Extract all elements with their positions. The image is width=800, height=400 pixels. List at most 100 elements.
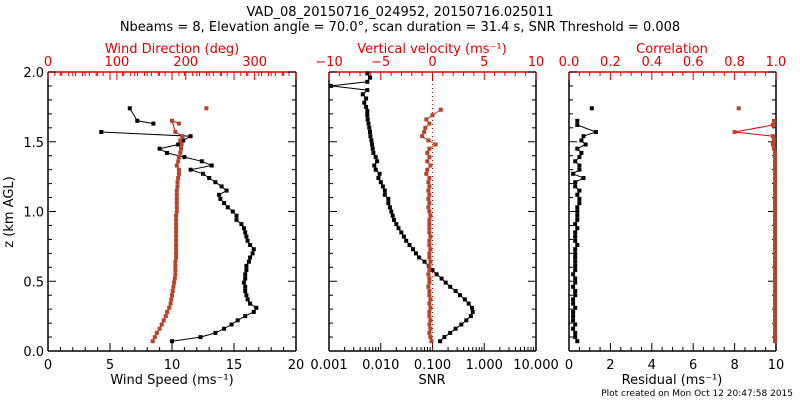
data-point (571, 314, 576, 319)
data-point (573, 289, 578, 293)
top-tick-label: 0 (44, 55, 52, 70)
data-point (243, 230, 248, 235)
data-point (424, 117, 429, 122)
data-point (425, 150, 430, 155)
y-axis-label: z (km AGL) (2, 176, 17, 247)
data-point (573, 230, 578, 235)
data-point (427, 192, 432, 197)
data-point (571, 309, 576, 314)
data-point (428, 234, 433, 239)
data-point (773, 155, 777, 160)
data-point (174, 222, 179, 227)
data-point (427, 268, 432, 273)
data-point (368, 130, 372, 134)
data-point (329, 83, 334, 88)
data-point (213, 180, 218, 185)
data-point (577, 196, 582, 201)
bottom-tick-label: 5 (106, 358, 114, 373)
series-snr (329, 71, 475, 344)
middle-bottom-axis-label: SNR (418, 373, 445, 388)
data-point (575, 226, 580, 231)
data-point (396, 226, 401, 231)
data-point (773, 196, 777, 201)
data-point (427, 217, 432, 222)
data-point (157, 326, 162, 331)
data-point (188, 167, 193, 172)
bottom-tick-label: 20 (288, 358, 305, 373)
data-point (773, 276, 777, 281)
data-point (573, 276, 578, 281)
data-point (732, 130, 737, 134)
left-top-axis-label: Wind Direction (deg) (105, 42, 239, 57)
data-point (161, 318, 166, 323)
data-point (426, 180, 431, 185)
data-point (573, 263, 578, 268)
data-point (430, 268, 435, 273)
data-point (173, 263, 178, 268)
data-point (390, 213, 395, 218)
data-point (438, 107, 443, 112)
data-point (174, 201, 179, 206)
data-point (365, 88, 370, 93)
top-tick-label: 300 (242, 55, 267, 70)
data-point (368, 75, 372, 80)
data-point (575, 123, 580, 127)
data-point (170, 118, 174, 123)
data-point (426, 188, 431, 193)
data-point (180, 134, 185, 139)
bottom-tick-label: 0 (44, 358, 52, 373)
top-tick-label: 0.2 (600, 55, 621, 70)
data-point (362, 100, 367, 105)
data-point (428, 297, 433, 302)
y-tick-label: 2.0 (23, 66, 44, 81)
data-point (466, 301, 471, 306)
data-point (163, 314, 168, 319)
data-point (770, 123, 775, 127)
data-point (427, 301, 432, 306)
data-point (575, 209, 580, 214)
data-point (577, 167, 582, 172)
data-point (243, 289, 248, 293)
bottom-tick-label: 10 (768, 358, 785, 373)
data-point (373, 167, 378, 172)
data-point (222, 326, 227, 331)
data-point (575, 243, 580, 247)
data-point (243, 314, 248, 319)
data-point (428, 259, 433, 264)
top-tick-label: 0 (428, 55, 436, 70)
data-point (577, 155, 582, 160)
data-point (427, 201, 432, 206)
data-point (770, 142, 775, 147)
data-point (235, 318, 240, 323)
data-point (448, 284, 453, 289)
data-point (420, 134, 425, 139)
data-point (573, 247, 578, 252)
data-point (394, 222, 399, 227)
data-point (573, 180, 578, 185)
data-point (174, 192, 179, 197)
data-point (217, 192, 222, 197)
data-point (773, 167, 777, 172)
data-point (464, 318, 469, 323)
data-point (157, 146, 162, 151)
data-point (219, 184, 224, 189)
data-point (577, 188, 582, 193)
data-point (365, 117, 370, 122)
data-point (428, 318, 433, 323)
data-point (174, 213, 179, 218)
bottom-tick-label: 0.100 (414, 358, 451, 373)
data-point (575, 205, 580, 210)
data-point (427, 255, 432, 260)
y-tick-label: 0.0 (23, 345, 44, 360)
data-point (773, 217, 777, 222)
data-point (243, 272, 248, 277)
data-point (245, 238, 250, 243)
data-point (250, 251, 255, 256)
data-point (367, 125, 372, 130)
data-point (427, 243, 432, 247)
data-point (251, 247, 256, 252)
data-point (773, 305, 777, 310)
data-point (589, 106, 594, 111)
data-point (427, 322, 432, 327)
